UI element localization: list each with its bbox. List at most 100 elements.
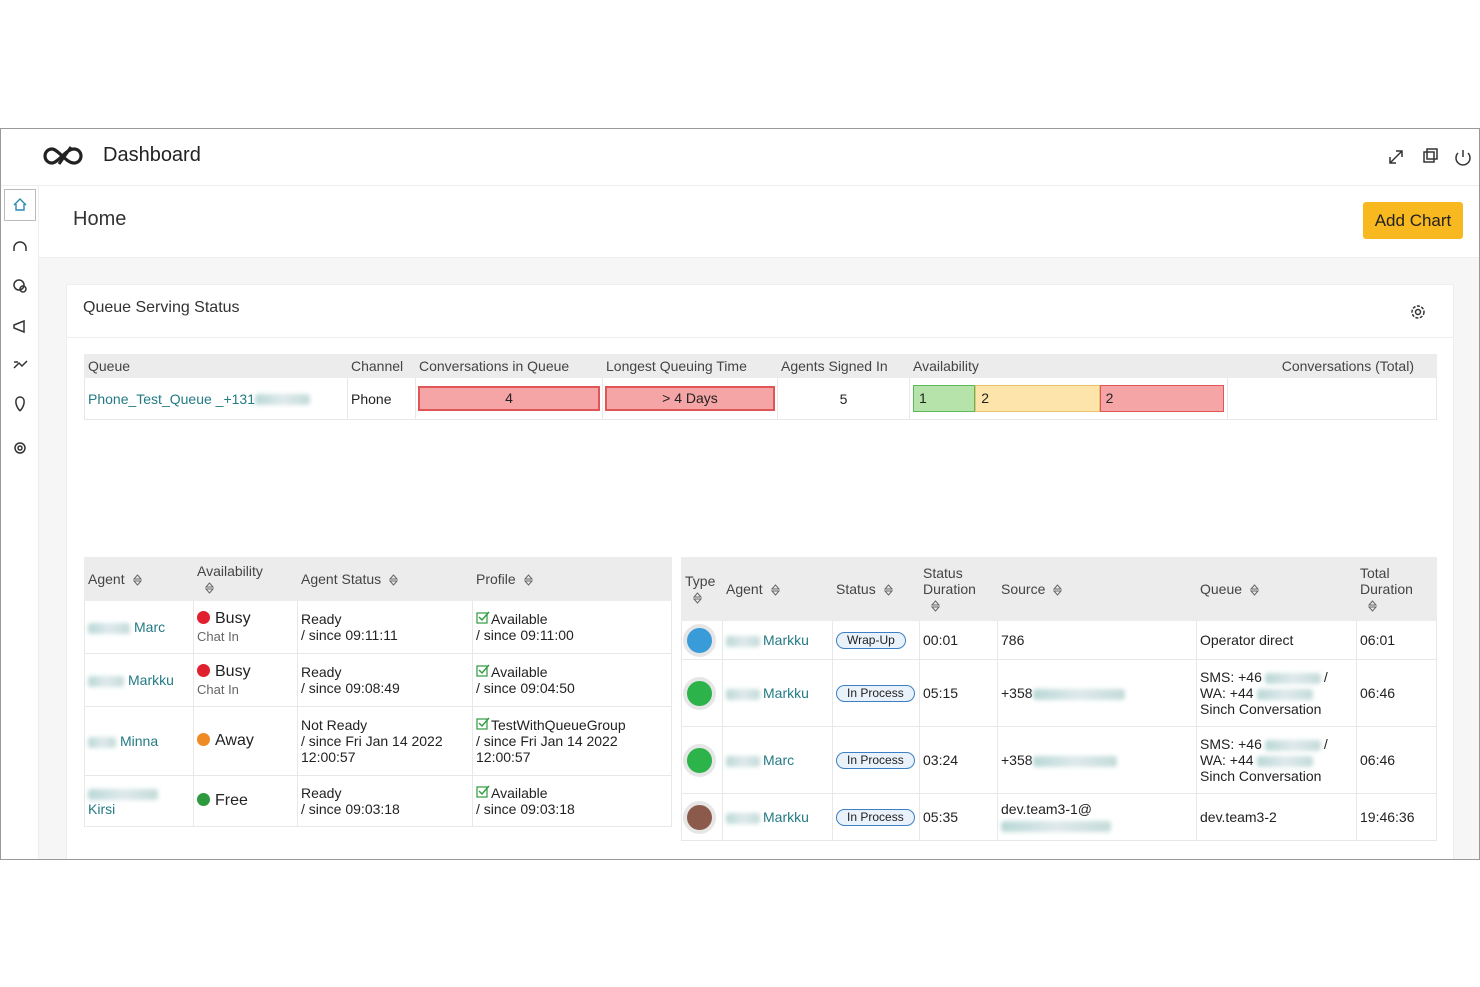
column-header: Queue (1196, 557, 1357, 621)
profile-cell: Available / since 09:11:00 (472, 600, 672, 654)
sort-icon[interactable] (523, 574, 533, 587)
status-cell: Not Ready / since Fri Jan 14 2022 12:00:5… (297, 706, 473, 776)
column-header: Channel (347, 354, 416, 378)
header-text: Profile (476, 571, 516, 587)
column-header: Profile (472, 557, 672, 601)
add-chart-button[interactable]: Add Chart (1363, 202, 1463, 239)
conversations-table: Type Agent Status Status Duration Source Queu… (681, 557, 1437, 841)
queue-sep: / (1323, 669, 1328, 685)
agent-name: Markku (763, 809, 809, 825)
type-cell (681, 726, 723, 794)
check-icon (476, 717, 490, 730)
profile-since: / since Fri Jan 14 2022 12:00:57 (476, 733, 618, 765)
conversation-row: Marc In Process 03:24 +358 SMS: +46 / WA: +44 S… (681, 726, 1437, 794)
total-duration: 06:01 (1356, 620, 1437, 660)
profile: Available (476, 611, 668, 627)
redacted (1032, 688, 1125, 700)
agent-name: Markku (128, 672, 174, 688)
header-row: Agent Availability Agent Status Profile (84, 557, 672, 601)
status-pill: Wrap-Up (836, 632, 906, 649)
sort-icon[interactable] (389, 574, 399, 587)
agent-cell: Markku (84, 653, 194, 707)
availability-segment: 2 (975, 385, 1100, 412)
agent-row: Minna Away Not Ready / since Fri Jan 14 202… (84, 706, 672, 776)
source: +358 (1001, 752, 1033, 768)
profile-name: Available (491, 611, 548, 627)
sort-icon[interactable] (1053, 584, 1063, 597)
agent-cell: Marc (84, 600, 194, 654)
sort-icon[interactable] (931, 600, 940, 613)
total-duration: 19:46:36 (1356, 793, 1437, 841)
status-since: / since 09:11:11 (301, 627, 398, 643)
column-header: Availability (909, 354, 1228, 378)
header-text: Agent (88, 571, 125, 587)
profile-name: Available (491, 664, 548, 680)
nav-icons[interactable] (10, 236, 32, 466)
header-text: Agent Status (301, 571, 382, 587)
agent-name: Markku (763, 632, 809, 648)
column-header: Conversations (Total) (1227, 354, 1437, 378)
nav-home[interactable] (4, 189, 36, 221)
status-cell: In Process (832, 793, 920, 841)
sort-icon[interactable] (205, 582, 214, 595)
redacted (1264, 739, 1321, 751)
status: Ready (301, 664, 342, 680)
agents-signed-in: 5 (777, 377, 910, 420)
sort-icon[interactable] (1368, 600, 1377, 613)
redacted (1256, 688, 1313, 700)
availability-dot (197, 611, 210, 624)
sort-icon[interactable] (132, 574, 142, 587)
profile-name: Available (491, 785, 548, 801)
conversation-row: Markku Wrap-Up 00:01 786 Operator direct 06:0… (681, 620, 1437, 660)
type-icon (683, 800, 716, 834)
cell: 4 (415, 377, 603, 420)
header-text: Status (836, 581, 876, 597)
queue-table: Queue Channel Conversations in Queue Longes… (84, 354, 1437, 420)
check-icon (476, 611, 490, 624)
column-header: Queue (84, 354, 348, 378)
source-cell: +358 (997, 659, 1197, 727)
header-text: Agent (726, 581, 763, 597)
queue-name: dev.team3-2 (1200, 809, 1277, 825)
queue-name: Operator direct (1200, 632, 1294, 648)
widget-settings[interactable] (1409, 303, 1427, 321)
conversations-total (1227, 377, 1437, 420)
status-since: / since Fri Jan 14 2022 12:00:57 (301, 733, 443, 765)
type-cell (681, 620, 723, 660)
queue-wa: WA: +44 (1200, 752, 1254, 768)
profile-since: / since 09:04:50 (476, 680, 575, 696)
agent-name: Minna (120, 733, 159, 749)
metric-box: 4 (418, 386, 600, 411)
header-row: Type Agent Status Status Duration Source Queu… (681, 557, 1437, 621)
header-actions[interactable] (1387, 147, 1477, 167)
status-cell: Ready / since 09:08:49 (297, 653, 473, 707)
header-text: Availability (197, 563, 263, 579)
availability-dot (197, 733, 210, 746)
type-cell (681, 793, 723, 841)
redacted (726, 688, 760, 700)
redacted (1256, 755, 1313, 767)
sort-icon[interactable] (693, 592, 702, 605)
total-duration: 06:46 (1356, 726, 1437, 794)
page-title: Home (73, 208, 127, 230)
agent-cell: Minna (84, 706, 194, 776)
column-header: Agents Signed In (777, 354, 910, 378)
sort-icon[interactable] (883, 584, 893, 597)
agent-row: Marc Busy Chat In Ready / since 09:11:11 Avai… (84, 600, 672, 654)
sort-icon[interactable] (770, 584, 780, 597)
availability-sub: Chat In (197, 682, 239, 697)
queue-sms: SMS: +46 (1200, 669, 1262, 685)
app-title: Dashboard (103, 144, 201, 166)
availability-segment: 2 (1099, 385, 1224, 412)
redacted (1032, 755, 1117, 767)
page-bar: Home Add Chart (39, 186, 1479, 258)
sort-icon[interactable] (1250, 584, 1260, 597)
availability-sub: Chat In (197, 629, 239, 644)
availability-text: Busy (215, 663, 251, 680)
column-header: Agent (84, 557, 194, 601)
redacted (726, 635, 760, 647)
status-cell: In Process (832, 659, 920, 727)
queue-row: Phone_Test_Queue _+131 Phone 4 > 4 Days 5 1 2 2 (84, 377, 1437, 420)
header-text: Type (685, 573, 716, 589)
status: Not Ready (301, 717, 368, 733)
